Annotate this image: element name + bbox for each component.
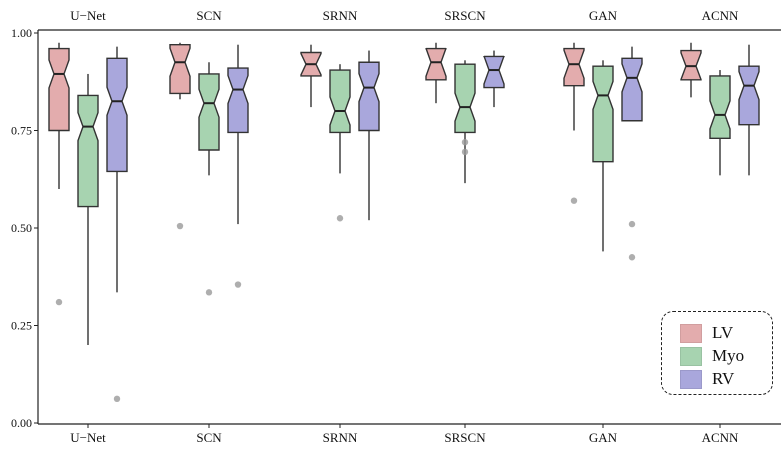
box-rv-1: [106, 46, 128, 403]
box-body: [329, 69, 351, 134]
box-myo-3: [329, 64, 351, 222]
box-body: [77, 94, 99, 208]
box-rv-2: [227, 44, 249, 288]
facet-label: SCN: [196, 8, 222, 23]
box-body: [48, 47, 70, 132]
y-tick-label: 1.00: [11, 26, 32, 40]
outlier-point: [55, 298, 63, 306]
box-body: [563, 47, 585, 87]
outlier-point: [113, 395, 121, 403]
outlier-point: [570, 197, 578, 204]
legend: LV Myo RV: [661, 311, 773, 395]
box-body: [198, 73, 220, 151]
box-lv-4: [425, 42, 447, 104]
x-tick-label: GAN: [589, 430, 618, 445]
facet-label: U−Net: [70, 8, 106, 23]
box-body: [454, 63, 476, 134]
legend-item-rv: RV: [680, 368, 734, 390]
outlier-point: [461, 148, 469, 156]
y-tick-label: 0.50: [11, 221, 32, 235]
legend-label-myo: Myo: [712, 346, 745, 365]
box-body: [738, 65, 760, 126]
x-tick-label: SRNN: [323, 430, 358, 445]
box-body: [425, 47, 447, 81]
outlier-point: [628, 254, 636, 261]
box-rv-4: [483, 50, 505, 108]
legend-item-myo: Myo: [680, 345, 744, 367]
box-lv-3: [300, 44, 322, 108]
box-lv-1: [48, 42, 70, 306]
box-lv-6: [680, 42, 702, 98]
y-tick-label: 0.00: [11, 416, 32, 430]
box-myo-6: [709, 70, 731, 176]
legend-swatch-myo: [680, 346, 702, 366]
box-body: [106, 57, 128, 173]
x-tick-label: ACNN: [702, 430, 739, 445]
box-lv-2: [169, 42, 191, 230]
outlier-point: [628, 220, 636, 228]
outlier-point: [205, 289, 213, 296]
legend-label-rv: RV: [712, 369, 735, 388]
box-body: [483, 55, 505, 89]
box-body: [592, 65, 614, 163]
outlier-point: [176, 222, 184, 230]
facet-label: GAN: [589, 8, 618, 23]
y-tick-label: 0.75: [11, 124, 32, 138]
box-myo-2: [198, 62, 220, 296]
box-rv-6: [738, 44, 760, 176]
x-tick-label: SRSCN: [444, 430, 486, 445]
box-body: [358, 61, 380, 132]
box-rv-5: [621, 46, 643, 261]
box-lv-5: [563, 42, 585, 204]
box-body: [169, 44, 191, 95]
y-tick-label: 0.25: [11, 319, 32, 333]
box-body: [621, 57, 643, 122]
legend-item-lv: LV: [680, 322, 733, 344]
facet-label: SRSCN: [444, 8, 486, 23]
box-rv-3: [358, 50, 380, 221]
box-body: [709, 75, 731, 140]
outlier-point: [461, 139, 469, 146]
box-myo-1: [77, 73, 99, 345]
legend-swatch-lv: [680, 323, 702, 343]
facet-label: ACNN: [702, 8, 739, 23]
x-tick-label: SCN: [196, 430, 222, 445]
outlier-point: [234, 281, 242, 288]
outlier-point: [336, 215, 344, 222]
legend-label-lv: LV: [712, 323, 734, 342]
box-myo-5: [592, 60, 614, 252]
facet-label: SRNN: [323, 8, 358, 23]
x-tick-label: U−Net: [70, 430, 106, 445]
box-body: [227, 67, 249, 134]
legend-swatch-rv: [680, 369, 702, 389]
box-myo-4: [454, 60, 476, 184]
